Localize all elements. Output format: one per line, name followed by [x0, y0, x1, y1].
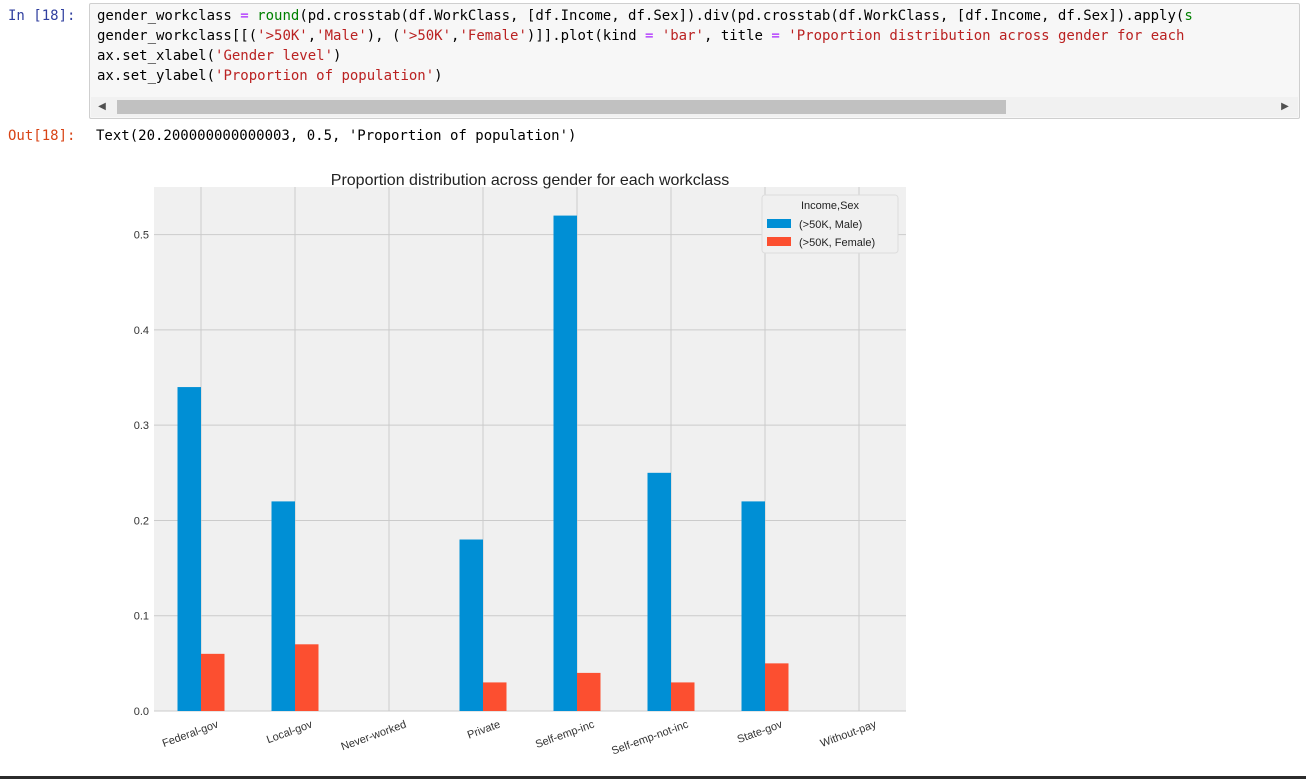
code-token: =	[240, 8, 249, 24]
code-token: 'Proportion distribution across gender f…	[788, 28, 1185, 44]
x-tick-label: Private	[466, 719, 502, 742]
code-token: (pd.crosstab(df.WorkClass, [df.Income, d…	[299, 8, 1185, 24]
legend-label: (>50K, Male)	[799, 219, 862, 231]
input-prompt: In [18]:	[8, 8, 76, 24]
bar-male	[459, 539, 483, 711]
bar-female	[201, 653, 225, 711]
scrollbar-thumb[interactable]	[117, 100, 1006, 114]
bar-male	[271, 501, 295, 711]
y-tick-label: 0.5	[134, 230, 149, 242]
code-token: s	[1184, 8, 1193, 24]
code-token: 'Gender level'	[215, 48, 334, 64]
code-token: '>50K'	[400, 28, 452, 44]
code-editor[interactable]: gender_workclass = round(pd.crosstab(df.…	[97, 6, 1193, 86]
code-token: gender_workclass	[97, 8, 241, 24]
bar-chart: 0.0 0.1 0.2 0.3 0.4 0.5 Federal-gov Local-gov Ne…	[100, 160, 920, 779]
code-token	[249, 8, 257, 24]
chart-title: Proportion distribution across gender fo…	[331, 172, 729, 189]
code-token: ,	[451, 28, 460, 44]
bar-male	[177, 387, 201, 711]
code-token: '>50K'	[257, 28, 308, 44]
legend-label: (>50K, Female)	[799, 237, 875, 249]
code-token: 'Proportion of population'	[215, 68, 435, 84]
code-token: 'Female'	[459, 28, 527, 44]
output-prompt: Out[18]:	[8, 128, 76, 144]
page-bottom-rule	[0, 776, 1306, 779]
code-line: ax.set_ylabel('Proportion of population'…	[97, 66, 1193, 86]
code-token: ,	[307, 28, 317, 44]
bar-female	[483, 682, 507, 711]
y-tick-label: 0.1	[134, 611, 149, 623]
chart-svg: 0.0 0.1 0.2 0.3 0.4 0.5 Federal-gov Local-gov Ne…	[134, 172, 906, 757]
bar-female	[671, 682, 695, 711]
y-tick-label: 0.4	[134, 325, 149, 337]
x-tick-label: Federal-gov	[161, 718, 221, 750]
code-token: gender_workclass[[(	[97, 28, 258, 44]
horizontal-scrollbar[interactable]: ◀ ▶	[91, 97, 1298, 117]
scroll-left-icon[interactable]: ◀	[98, 101, 106, 112]
x-tick-label: Self-emp-inc	[534, 718, 597, 751]
code-line: gender_workclass[[('>50K','Male'), ('>50…	[97, 26, 1193, 46]
legend-box	[761, 194, 899, 254]
code-token: round	[257, 8, 300, 24]
bar-male	[553, 215, 577, 711]
code-token: 'bar'	[661, 28, 704, 44]
code-cell[interactable]: gender_workclass = round(pd.crosstab(df.…	[89, 3, 1300, 119]
code-token: )]].plot(kind	[526, 28, 645, 44]
bar-female	[765, 663, 789, 711]
bar-female	[295, 644, 319, 711]
y-tick-label: 0.3	[134, 420, 149, 432]
code-token: ), (	[366, 28, 401, 44]
x-tick-label: Never-worked	[340, 719, 408, 754]
x-tick-label: Without-pay	[819, 718, 879, 750]
code-line: gender_workclass = round(pd.crosstab(df.…	[97, 6, 1193, 26]
legend-title: Income,Sex	[801, 200, 860, 212]
legend-swatch	[767, 237, 791, 246]
y-tick-label: 0.0	[134, 706, 149, 718]
code-token: =	[771, 28, 780, 44]
legend-swatch	[767, 219, 791, 228]
code-token: 'Male'	[316, 28, 367, 44]
code-token: , title	[703, 28, 772, 44]
output-text: Text(20.200000000000003, 0.5, 'Proportio…	[96, 128, 577, 144]
code-token: )	[333, 48, 342, 64]
code-token: )	[434, 68, 443, 84]
x-tick-label: State-gov	[736, 718, 785, 746]
code-token: =	[644, 28, 654, 44]
bar-male	[647, 472, 671, 711]
code-token	[653, 28, 661, 44]
bar-male	[741, 501, 765, 711]
code-line: ax.set_xlabel('Gender level')	[97, 46, 1193, 66]
x-tick-label: Self-emp-not-inc	[610, 718, 690, 757]
code-token: ax.set_xlabel(	[97, 48, 216, 64]
y-tick-label: 0.2	[134, 515, 149, 527]
scroll-right-icon[interactable]: ▶	[1281, 101, 1289, 112]
x-tick-label: Local-gov	[265, 718, 314, 746]
plot-area	[154, 187, 906, 711]
bar-female	[577, 672, 601, 711]
code-token: ax.set_ylabel(	[97, 68, 216, 84]
